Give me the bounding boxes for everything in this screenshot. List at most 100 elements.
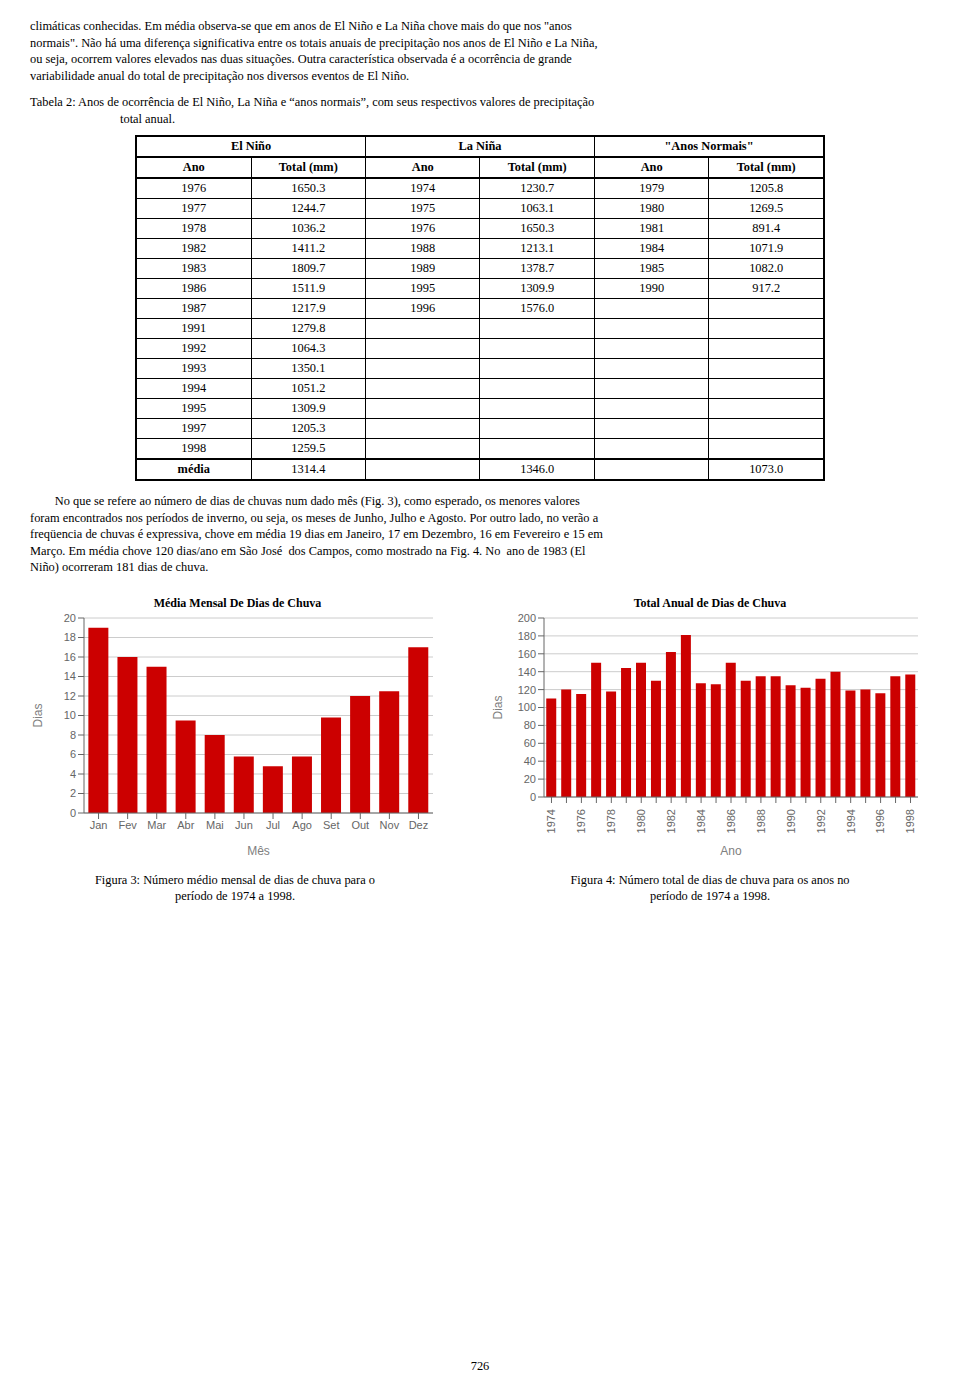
html-text:1976: 1976: [410, 221, 436, 235]
html-text:1269.5: 1269.5: [749, 201, 784, 215]
html-text:El Niño: El Niño: [230, 139, 272, 153]
svg-text:1994: 1994: [845, 809, 857, 833]
svg-text:Jan: Jan: [90, 818, 108, 830]
html-text:Total Anual de Dias de Chuva: Total Anual de Dias de Chuva: [633, 595, 787, 610]
svg-text:2: 2: [70, 787, 76, 799]
svg-text:Ago: Ago: [292, 818, 312, 830]
svg-text:1984: 1984: [695, 809, 707, 833]
html-text:foram encontrados nos períodos: foram encontrados nos períodos de invern…: [30, 510, 599, 525]
html-text:1976: 1976: [181, 181, 207, 195]
html-text:1983: 1983: [181, 261, 207, 275]
html-text:"Anos Normais": "Anos Normais": [664, 139, 754, 153]
html-text:La Niña: La Niña: [458, 139, 502, 153]
svg-text:18: 18: [64, 631, 76, 643]
svg-text:Set: Set: [323, 818, 340, 830]
html-text:Total (mm): Total (mm): [507, 160, 567, 174]
html-text:1975: 1975: [410, 201, 436, 215]
html-text:1981: 1981: [639, 221, 665, 235]
html-text:Total (mm): Total (mm): [736, 160, 796, 174]
svg-text:1998: 1998: [904, 809, 916, 833]
svg-text:12: 12: [64, 689, 76, 701]
html-text:variabilidade anual do total d: variabilidade anual do total de precipit…: [30, 68, 410, 83]
html-text:Ano: Ano: [411, 160, 434, 174]
html-text:Figura 4: Número total de dias: Figura 4: Número total de dias de chuva …: [570, 872, 850, 887]
svg-text:160: 160: [518, 647, 536, 659]
svg-text:Mês: Mês: [247, 844, 270, 857]
svg-text:1974: 1974: [545, 809, 557, 833]
html-text:1979: 1979: [639, 181, 665, 195]
svg-text:Mai: Mai: [206, 818, 224, 830]
svg-text:Dias: Dias: [31, 703, 45, 727]
svg-text:Ano: Ano: [720, 844, 742, 857]
html-text:Ano: Ano: [182, 160, 205, 174]
svg-text:140: 140: [518, 665, 536, 677]
svg-text:0: 0: [530, 790, 536, 802]
svg-text:60: 60: [524, 737, 536, 749]
html-text:1036.2: 1036.2: [291, 221, 326, 235]
html-text:1205.8: 1205.8: [749, 181, 784, 195]
svg-text:Fev: Fev: [118, 818, 137, 830]
svg-text:200: 200: [518, 612, 536, 624]
svg-text:Mar: Mar: [147, 818, 166, 830]
html-text:1989: 1989: [410, 261, 436, 275]
html-text:1411.2: 1411.2: [291, 241, 326, 255]
html-text:Figura 3: Número médio mensal: Figura 3: Número médio mensal de dias de…: [95, 872, 375, 887]
svg-text:40: 40: [524, 755, 536, 767]
html-text:891.4: 891.4: [752, 221, 781, 235]
html-text:ou seja, ocorrem valores eleva: ou seja, ocorrem valores elevados nas du…: [30, 52, 572, 66]
html-text:1977: 1977: [181, 201, 207, 215]
html-text:1809.7: 1809.7: [291, 261, 326, 275]
svg-text:180: 180: [518, 629, 536, 641]
svg-text:120: 120: [518, 683, 536, 695]
svg-text:8: 8: [70, 728, 76, 740]
html-text:1650.3: 1650.3: [520, 221, 555, 235]
html-text:1230.7: 1230.7: [520, 181, 555, 195]
html-text:1978: 1978: [181, 221, 207, 235]
svg-text:Jul: Jul: [266, 818, 280, 830]
svg-text:0: 0: [70, 806, 76, 818]
svg-text:Out: Out: [351, 818, 369, 830]
html-text:1244.7: 1244.7: [291, 201, 326, 215]
html-text:1650.3: 1650.3: [291, 181, 326, 195]
svg-text:Dez: Dez: [409, 818, 429, 830]
svg-text:1990: 1990: [785, 809, 797, 833]
svg-text:Nov: Nov: [380, 818, 400, 830]
svg-text:10: 10: [64, 709, 76, 721]
svg-text:4: 4: [70, 767, 76, 779]
svg-text:1992: 1992: [815, 809, 827, 833]
svg-text:100: 100: [518, 701, 536, 713]
svg-text:Jun: Jun: [235, 818, 253, 830]
html-text:1984: 1984: [639, 241, 665, 255]
html-text:climáticas conhecidas. Em médi: climáticas conhecidas. Em média observa-…: [30, 19, 572, 33]
html-text:1213.1: 1213.1: [520, 241, 555, 255]
html-text:Tabela 2: Anos de ocorrência d: Tabela 2: Anos de ocorrência de El Niño,…: [30, 95, 595, 109]
svg-text:20: 20: [64, 612, 76, 624]
svg-text:1976: 1976: [575, 809, 587, 833]
svg-text:Dias: Dias: [491, 695, 505, 719]
html-text:1982: 1982: [181, 241, 207, 255]
html-text:1988: 1988: [410, 241, 436, 255]
html-text:Ano: Ano: [640, 160, 663, 174]
svg-text:80: 80: [524, 719, 536, 731]
html-text:Total (mm): Total (mm): [278, 160, 338, 174]
html-text:1378.7: 1378.7: [520, 261, 555, 275]
svg-text:Abr: Abr: [177, 818, 194, 830]
html-text:Média Mensal De Dias de Chuva: Média Mensal De Dias de Chuva: [153, 595, 322, 610]
html-text:normais". Não há uma diferença: normais". Não há uma diferença significa…: [30, 35, 598, 50]
html-text:1071.9: 1071.9: [749, 241, 784, 255]
svg-text:16: 16: [64, 650, 76, 662]
svg-text:1980: 1980: [635, 809, 647, 833]
html-text:Março. Em média chove 120 dias: Março. Em média chove 120 dias/ano em Sã…: [30, 543, 586, 558]
svg-text:1982: 1982: [665, 809, 677, 833]
html-text:total anual.: total anual.: [120, 111, 176, 126]
svg-text:1988: 1988: [755, 809, 767, 833]
svg-text:6: 6: [70, 748, 76, 760]
svg-text:20: 20: [524, 773, 536, 785]
svg-text:1986: 1986: [725, 809, 737, 833]
html-text:1974: 1974: [410, 181, 436, 195]
svg-text:14: 14: [64, 670, 76, 682]
svg-text:1978: 1978: [605, 809, 617, 833]
html-text:1063.1: 1063.1: [520, 201, 555, 215]
html-text:1980: 1980: [639, 201, 665, 215]
svg-text:1996: 1996: [874, 809, 886, 833]
